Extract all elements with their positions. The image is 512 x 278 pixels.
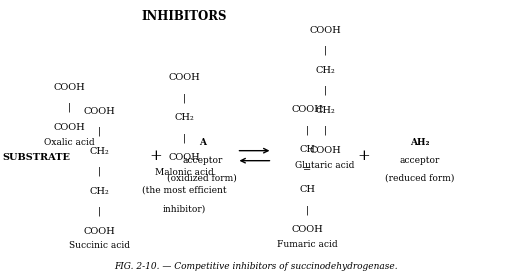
Text: Succinic acid: Succinic acid [69,241,131,250]
Text: CH₂: CH₂ [90,187,110,196]
Text: COOH: COOH [53,83,85,92]
Text: |: | [306,205,309,215]
Text: |: | [98,207,101,216]
Text: |: | [324,86,327,95]
Text: COOH: COOH [168,153,200,162]
Text: acceptor: acceptor [182,156,222,165]
Text: COOH: COOH [309,146,341,155]
Text: CH₂: CH₂ [90,147,110,156]
Text: Fumaric acid: Fumaric acid [277,240,337,249]
Text: =: = [303,165,311,174]
Text: CH: CH [299,185,315,194]
Text: SUBSTRATE: SUBSTRATE [3,153,71,162]
Text: (oxidized form): (oxidized form) [167,174,237,183]
Text: COOH: COOH [291,225,323,234]
Text: COOH: COOH [168,73,200,82]
Text: Oxalic acid: Oxalic acid [44,138,94,147]
Text: +: + [357,149,370,163]
Text: |: | [98,167,101,176]
Text: |: | [68,103,71,112]
Text: COOH: COOH [309,26,341,35]
Text: COOH: COOH [53,123,85,132]
Text: COOH: COOH [84,107,116,116]
Text: (reduced form): (reduced form) [385,174,455,183]
Text: (the most efficient: (the most efficient [142,186,227,195]
Text: Malonic acid: Malonic acid [155,168,214,177]
Text: |: | [306,125,309,135]
Text: CH: CH [299,145,315,154]
Text: |: | [98,126,101,136]
Text: |: | [183,93,186,103]
Text: CH₂: CH₂ [175,113,194,122]
Text: inhibitor): inhibitor) [163,204,206,213]
Text: AH₂: AH₂ [410,138,430,147]
Text: |: | [183,133,186,143]
Text: COOH: COOH [291,105,323,114]
Text: A: A [199,138,206,147]
Text: acceptor: acceptor [400,156,440,165]
Text: FIG. 2-10. — Competitive inhibitors of succinodehydrogenase.: FIG. 2-10. — Competitive inhibitors of s… [114,262,398,271]
Text: |: | [324,126,327,135]
Text: COOH: COOH [84,227,116,236]
Text: INHIBITORS: INHIBITORS [142,10,227,23]
Text: CH₂: CH₂ [315,106,335,115]
Text: Glutaric acid: Glutaric acid [295,161,355,170]
Text: |: | [324,46,327,55]
Text: +: + [150,149,162,163]
Text: CH₂: CH₂ [315,66,335,75]
